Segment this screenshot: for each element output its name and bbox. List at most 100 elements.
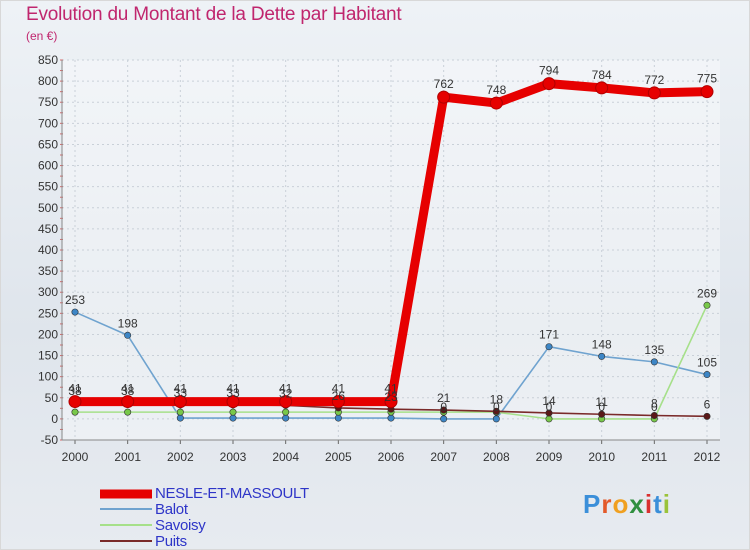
x-tick-label: 2005 bbox=[325, 450, 352, 464]
data-point bbox=[282, 408, 290, 416]
data-label: 6 bbox=[704, 397, 711, 411]
data-label: 41 bbox=[384, 382, 398, 396]
data-label: 0 bbox=[546, 400, 553, 414]
y-tick-label: 700 bbox=[38, 116, 58, 130]
y-tick-label: 150 bbox=[38, 349, 58, 363]
data-label: 8 bbox=[651, 397, 658, 411]
logo-letter: P bbox=[583, 489, 602, 519]
data-point bbox=[71, 308, 79, 316]
x-tick-label: 2003 bbox=[220, 450, 247, 464]
data-label: 41 bbox=[279, 382, 293, 396]
y-tick-label: 50 bbox=[45, 391, 59, 405]
legend-item-nesle: NESLE-ET-MASSOULT bbox=[100, 485, 309, 501]
data-label: 269 bbox=[697, 286, 717, 300]
data-point bbox=[71, 408, 79, 416]
data-label: 41 bbox=[121, 382, 135, 396]
data-point bbox=[492, 407, 500, 415]
data-point bbox=[703, 371, 711, 379]
data-label: 41 bbox=[226, 382, 240, 396]
y-tick-label: 450 bbox=[38, 222, 58, 236]
x-tick-label: 2009 bbox=[536, 450, 563, 464]
logo-letter: x bbox=[629, 489, 645, 519]
logo-letter: i bbox=[644, 489, 654, 519]
x-tick-label: 2012 bbox=[694, 450, 721, 464]
data-point bbox=[331, 395, 345, 409]
y-tick-label: 500 bbox=[38, 201, 58, 215]
data-point bbox=[647, 86, 661, 100]
data-point bbox=[440, 415, 448, 423]
data-point bbox=[545, 409, 553, 417]
x-tick-label: 2007 bbox=[430, 450, 457, 464]
y-tick-label: 600 bbox=[38, 159, 58, 173]
data-label: 33 bbox=[174, 386, 188, 400]
data-point bbox=[121, 395, 135, 409]
logo-letter: t bbox=[653, 489, 663, 519]
y-tick-label: 100 bbox=[38, 370, 58, 384]
legend-item-balot: Balot bbox=[100, 501, 309, 517]
legend-label-balot: Balot bbox=[155, 500, 188, 518]
data-point bbox=[595, 81, 609, 95]
logo-letter: i bbox=[662, 489, 671, 519]
logo-letter: r bbox=[601, 489, 613, 519]
y-tick-label: 400 bbox=[38, 243, 58, 257]
y-tick-label: 250 bbox=[38, 306, 58, 320]
data-label: 41 bbox=[174, 382, 188, 396]
y-tick-label: 650 bbox=[38, 137, 58, 151]
data-label: 198 bbox=[118, 316, 138, 330]
x-tick-label: 2006 bbox=[378, 450, 405, 464]
x-tick-label: 2004 bbox=[272, 450, 299, 464]
data-point bbox=[489, 96, 503, 110]
x-tick-label: 2001 bbox=[114, 450, 141, 464]
data-label: 784 bbox=[592, 68, 612, 82]
data-point bbox=[542, 77, 556, 91]
data-label: 33 bbox=[226, 386, 240, 400]
data-point bbox=[492, 415, 500, 423]
y-tick-label: 850 bbox=[38, 53, 58, 67]
y-tick-label: 200 bbox=[38, 327, 58, 341]
data-label: 41 bbox=[332, 382, 346, 396]
data-point bbox=[650, 358, 658, 366]
data-point bbox=[598, 410, 606, 418]
data-label: 38 bbox=[121, 384, 135, 398]
data-label: 21 bbox=[437, 391, 451, 405]
data-label: 0 bbox=[598, 400, 605, 414]
x-tick-label: 2010 bbox=[588, 450, 615, 464]
y-tick-label: 800 bbox=[38, 74, 58, 88]
data-label: 794 bbox=[539, 64, 559, 78]
data-point bbox=[282, 414, 290, 422]
y-tick-label: 550 bbox=[38, 180, 58, 194]
data-label: 0 bbox=[651, 400, 658, 414]
data-label: 171 bbox=[539, 328, 559, 342]
legend: NESLE-ET-MASSOULT Balot Savoisy Puits bbox=[100, 485, 309, 549]
data-point bbox=[226, 395, 240, 409]
data-label: 0 bbox=[440, 400, 447, 414]
data-point bbox=[650, 412, 658, 420]
data-label: 11 bbox=[595, 395, 608, 409]
chart-title: Evolution du Montant de la Dette par Hab… bbox=[26, 4, 402, 25]
legend-label-savoisy: Savoisy bbox=[155, 516, 206, 534]
data-point bbox=[334, 414, 342, 422]
unit-label: (en €) bbox=[26, 29, 58, 43]
data-point bbox=[387, 414, 395, 422]
data-point bbox=[700, 85, 714, 99]
data-label: 38 bbox=[68, 384, 82, 398]
data-point bbox=[173, 395, 187, 409]
data-label: 253 bbox=[65, 293, 85, 307]
legend-label-puits: Puits bbox=[155, 532, 187, 550]
data-point bbox=[279, 395, 293, 409]
data-point bbox=[440, 406, 448, 414]
y-tick-label: 750 bbox=[38, 95, 58, 109]
data-point bbox=[598, 352, 606, 360]
data-point bbox=[703, 301, 711, 309]
legend-item-puits: Puits bbox=[100, 533, 309, 549]
data-point bbox=[176, 414, 184, 422]
data-label: 26 bbox=[332, 389, 346, 403]
data-point bbox=[703, 412, 711, 420]
legend-swatch-puits bbox=[100, 540, 152, 542]
proxiti-logo: Proxiti bbox=[583, 489, 671, 520]
data-point bbox=[176, 408, 184, 416]
data-label: 775 bbox=[697, 72, 717, 86]
data-point bbox=[545, 343, 553, 351]
data-point bbox=[124, 331, 132, 339]
data-label: 762 bbox=[434, 77, 454, 91]
